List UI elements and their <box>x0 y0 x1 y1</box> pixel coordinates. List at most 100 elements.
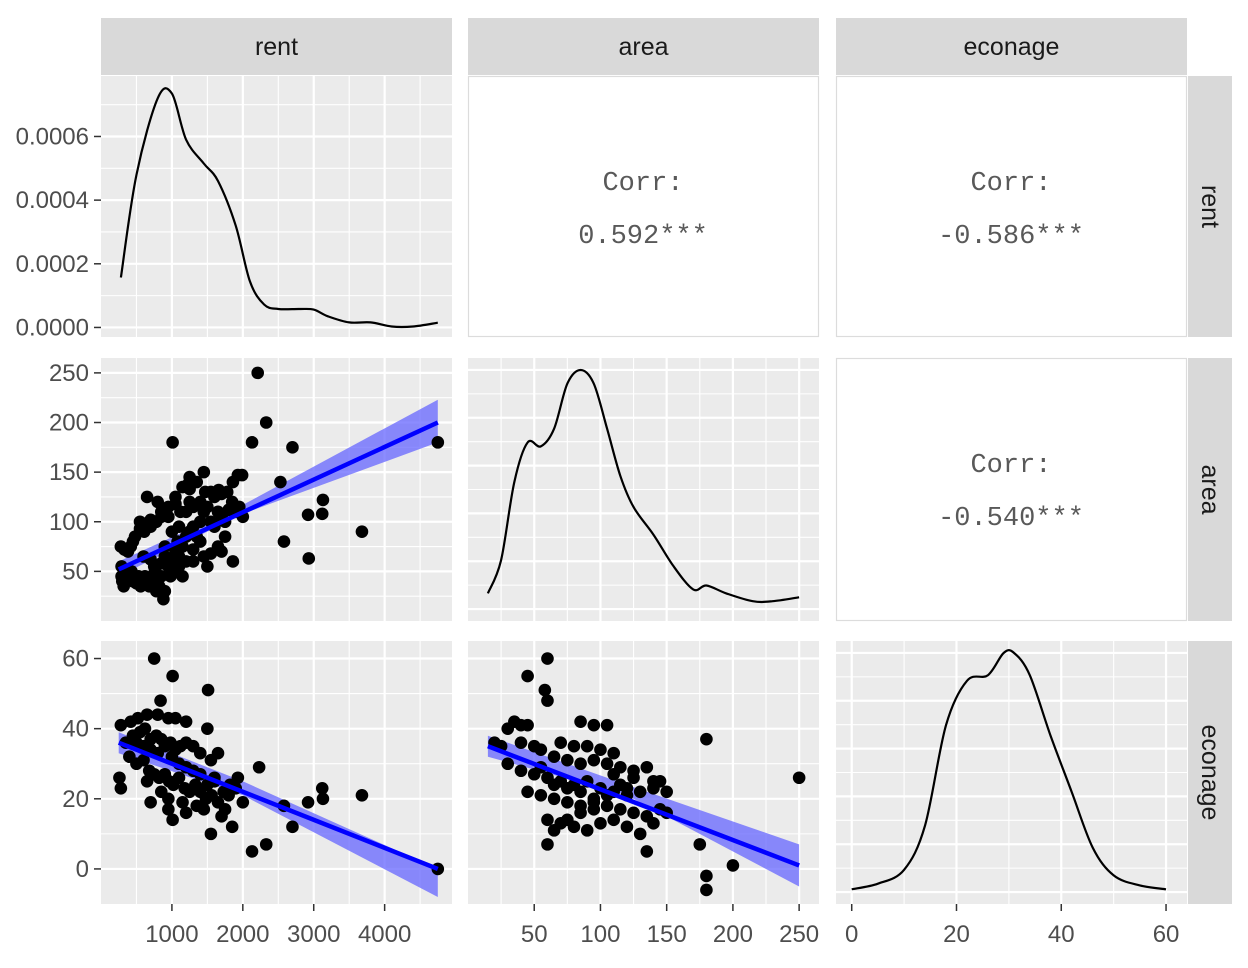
scatter-rent-econage-point-28 <box>211 746 225 760</box>
scatter-area-econage-point-16 <box>554 736 568 749</box>
scatter-area-econage-point-19 <box>594 743 607 757</box>
strip-right-label-area: area <box>1196 464 1224 514</box>
scatter-rent-area-fit-line <box>117 420 439 572</box>
scatter-rent-econage-point-57 <box>315 781 329 795</box>
scatter-rent-econage-point-2 <box>201 683 215 697</box>
scatter-rent-econage-point-77 <box>165 750 179 764</box>
y-axis-area-tick-label-3: 200 <box>49 410 89 437</box>
strip-top-label-area: area <box>618 33 668 61</box>
y-axis-econage-tick-label-3: 60 <box>62 646 89 673</box>
scatter-rent-area-point-110 <box>193 535 207 548</box>
x-axis-econage-tick-label-0: 0 <box>845 921 858 948</box>
scatter-rent-econage-point-38 <box>172 771 186 785</box>
y-axis-area-tick-label-4: 250 <box>49 360 89 387</box>
scatter-rent-area-point-7 <box>274 475 287 489</box>
scatter-area-econage-point-69 <box>693 838 707 851</box>
scatter-area-econage-point-6 <box>501 722 515 735</box>
scatter-rent-area-point-13 <box>226 555 240 568</box>
y-axis-area-tick-label-2: 150 <box>49 459 89 486</box>
density-rent-background <box>101 76 452 337</box>
scatter-area-econage-point-30 <box>501 757 515 771</box>
x-axis-rent-tick-label-1: 2000 <box>216 921 269 948</box>
scatter-area-econage-point-83 <box>574 785 587 799</box>
scatter-area-econage-point-53 <box>647 817 660 830</box>
scatter-rent-area-point-61 <box>158 584 172 598</box>
x-axis-econage-tick-label-3: 60 <box>1153 921 1180 948</box>
scatter-area-econage-point-28 <box>640 760 654 774</box>
x-axis-area-tick-label-0: 50 <box>521 921 548 948</box>
scatter-area-econage-point-72 <box>547 824 561 837</box>
x-axis-rent-tick-label-0: 1000 <box>145 921 198 948</box>
scatter-rent-econage-point-48 <box>231 771 245 785</box>
density-rent-curve <box>119 87 438 329</box>
density-econage-curve <box>851 649 1167 891</box>
scatter-area-econage-fit-line <box>487 744 800 868</box>
scatter-area-econage-point-67 <box>792 771 806 785</box>
scatter-rent-area-point-98 <box>140 490 154 504</box>
scatter-area-econage-point-81 <box>547 778 561 792</box>
scatter-area-econage-point-21 <box>547 750 561 764</box>
scatter-area-econage-point-0 <box>541 652 554 665</box>
scatter-area-econage-point-56 <box>541 813 554 827</box>
scatter-area-econage-point-13 <box>514 736 528 749</box>
scatter-area-econage-point-71 <box>700 883 713 897</box>
scatter-rent-area-point-91 <box>172 520 186 534</box>
scatter-rent-area-point-3 <box>245 436 259 449</box>
scatter-rent-econage-point-61 <box>114 781 128 795</box>
scatter-area-econage-point-65 <box>541 838 554 851</box>
x-axis-area-tick-label-4: 250 <box>779 921 819 948</box>
scatter-area-econage-point-50 <box>614 803 627 816</box>
scatter-rent-area-point-20 <box>198 485 212 499</box>
scatter-area-econage-point-3 <box>541 694 554 707</box>
scatter-area-econage-point-84 <box>587 792 601 806</box>
scatter-area-econage-point-63 <box>633 827 647 841</box>
scatter-rent-area-point-4 <box>286 441 299 454</box>
scatter-rent-econage-point-49 <box>236 796 250 809</box>
corr-rent-area-panel <box>467 75 820 338</box>
scatter-area-econage-point-18 <box>580 739 594 753</box>
scatter-rent-area-point-10 <box>355 525 369 538</box>
scatter-area-econage-point-46 <box>561 796 574 809</box>
scatter-area-econage-confidence-band <box>487 735 800 887</box>
x-axis-rent-tick-label-3: 4000 <box>358 921 411 948</box>
y-axis-econage-tick-label-0: 0 <box>76 856 89 883</box>
x-axis-econage-tick-label-2: 40 <box>1048 921 1075 948</box>
scatter-area-econage-point-73 <box>561 813 574 827</box>
scatter-rent-area-point-104 <box>158 550 172 563</box>
scatter-area-econage-point-49 <box>600 799 614 813</box>
corr-label-area-econage: Corr: <box>970 451 1051 481</box>
scatter-rent-econage-point-87 <box>176 796 189 809</box>
scatter-area-econage-point-2 <box>538 683 552 697</box>
x-axis-rent-tick-label-2: 3000 <box>287 921 340 948</box>
scatter-rent-area-point-99 <box>133 515 147 529</box>
scatter-rent-area-point-94 <box>193 495 207 509</box>
scatter-rent-area-point-12 <box>302 552 316 565</box>
scatter-area-econage-point-44 <box>534 788 548 802</box>
scatter-area-econage-point-86 <box>620 781 634 795</box>
scatter-rent-econage-point-86 <box>162 792 175 806</box>
scatter-rent-econage-point-50 <box>252 760 266 774</box>
x-axis-area-tick-label-2: 150 <box>647 921 687 948</box>
scatter-area-econage-point-7 <box>521 718 534 732</box>
scatter-rent-econage-point-1 <box>166 669 179 683</box>
scatter-rent-area-point-73 <box>193 515 207 529</box>
scatter-rent-area-point-119 <box>183 470 196 484</box>
scatter-rent-area-point-107 <box>176 570 189 583</box>
scatter-rent-area-point-108 <box>179 555 193 568</box>
scatter-rent-area-point-59 <box>154 570 168 583</box>
scatter-area-econage-point-82 <box>561 781 574 795</box>
scatter-rent-area-point-113 <box>211 540 225 553</box>
strip-right-econage <box>1188 641 1232 904</box>
scatter-area-econage-point-40 <box>633 785 647 799</box>
scatter-area-econage-point-42 <box>660 785 673 799</box>
scatter-area-econage-point-59 <box>580 824 594 837</box>
y-axis-rent-density-tick-label-3: 0.0006 <box>16 123 89 150</box>
scatter-area-econage-point-9 <box>587 718 601 732</box>
y-axis-rent-density-tick-label-1: 0.0002 <box>16 251 89 278</box>
scatter-area-econage-point-31 <box>514 764 528 778</box>
scatter-rent-area-point-120 <box>197 465 211 479</box>
scatter-area-econage-point-10 <box>600 718 614 732</box>
scatter-area-econage-point-51 <box>627 806 640 820</box>
scatter-rent-area-point-2 <box>259 416 273 429</box>
